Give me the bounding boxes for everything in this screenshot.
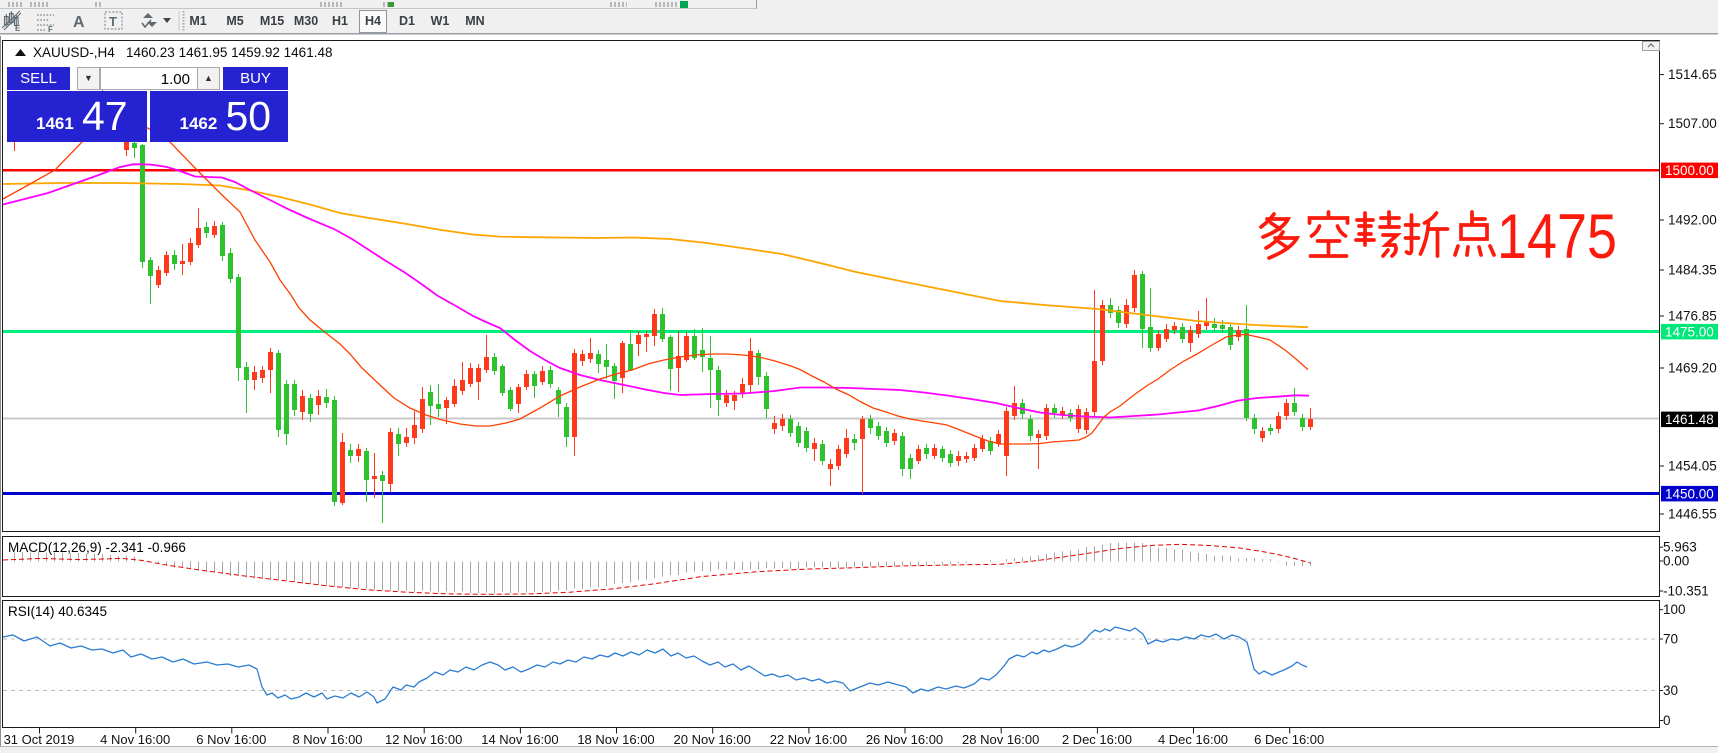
- svg-text:0: 0: [1663, 713, 1671, 728]
- svg-text:1500.00: 1500.00: [1665, 163, 1714, 178]
- svg-text:1475: 1475: [1497, 202, 1617, 272]
- svg-text:1469.20: 1469.20: [1668, 361, 1717, 376]
- svg-text:6 Nov 16:00: 6 Nov 16:00: [196, 732, 266, 747]
- svg-text:F: F: [48, 25, 53, 33]
- svg-text:T: T: [109, 14, 117, 29]
- svg-text:14 Nov 16:00: 14 Nov 16:00: [481, 732, 558, 747]
- svg-text:31 Oct 2019: 31 Oct 2019: [4, 732, 75, 747]
- svg-text:0.00: 0.00: [1663, 554, 1689, 569]
- svg-text:1446.55: 1446.55: [1668, 507, 1717, 522]
- svg-text:XAUUSD-,H4 1460.23 1461.95 1: XAUUSD-,H4 1460.23 1461.95 1459.92 1461.…: [33, 45, 332, 60]
- svg-text:1475.00: 1475.00: [1665, 324, 1714, 339]
- svg-text:4 Dec 16:00: 4 Dec 16:00: [1158, 732, 1228, 747]
- svg-text:5.963: 5.963: [1663, 540, 1697, 555]
- svg-text:1461.48: 1461.48: [1665, 412, 1714, 427]
- svg-text:18 Nov 16:00: 18 Nov 16:00: [577, 732, 654, 747]
- svg-text:MACD(12,26,9) -2.341 -0.966: MACD(12,26,9) -2.341 -0.966: [8, 540, 186, 555]
- svg-text:1476.85: 1476.85: [1668, 309, 1717, 324]
- svg-text:100: 100: [1663, 602, 1686, 617]
- svg-text:-10.351: -10.351: [1663, 584, 1709, 599]
- svg-text:E: E: [15, 24, 21, 33]
- svg-text:A: A: [73, 14, 85, 31]
- svg-text:1514.65: 1514.65: [1668, 67, 1717, 82]
- svg-text:6 Dec 16:00: 6 Dec 16:00: [1254, 732, 1324, 747]
- svg-text:1484.35: 1484.35: [1668, 263, 1717, 278]
- svg-text:26 Nov 16:00: 26 Nov 16:00: [866, 732, 943, 747]
- svg-text:22 Nov 16:00: 22 Nov 16:00: [770, 732, 847, 747]
- svg-text:8 Nov 16:00: 8 Nov 16:00: [292, 732, 362, 747]
- svg-text:1450.00: 1450.00: [1665, 486, 1714, 501]
- svg-text:RSI(14) 40.6345: RSI(14) 40.6345: [8, 604, 107, 619]
- svg-text:1492.00: 1492.00: [1668, 213, 1717, 228]
- svg-text:70: 70: [1663, 632, 1678, 647]
- svg-text:4 Nov 16:00: 4 Nov 16:00: [100, 732, 170, 747]
- svg-text:20 Nov 16:00: 20 Nov 16:00: [674, 732, 751, 747]
- svg-text:1454.05: 1454.05: [1668, 459, 1717, 474]
- svg-text:28 Nov 16:00: 28 Nov 16:00: [962, 732, 1039, 747]
- svg-text:1507.00: 1507.00: [1668, 116, 1717, 131]
- svg-text:2 Dec 16:00: 2 Dec 16:00: [1062, 732, 1132, 747]
- svg-text:12 Nov 16:00: 12 Nov 16:00: [385, 732, 462, 747]
- svg-text:30: 30: [1663, 683, 1678, 698]
